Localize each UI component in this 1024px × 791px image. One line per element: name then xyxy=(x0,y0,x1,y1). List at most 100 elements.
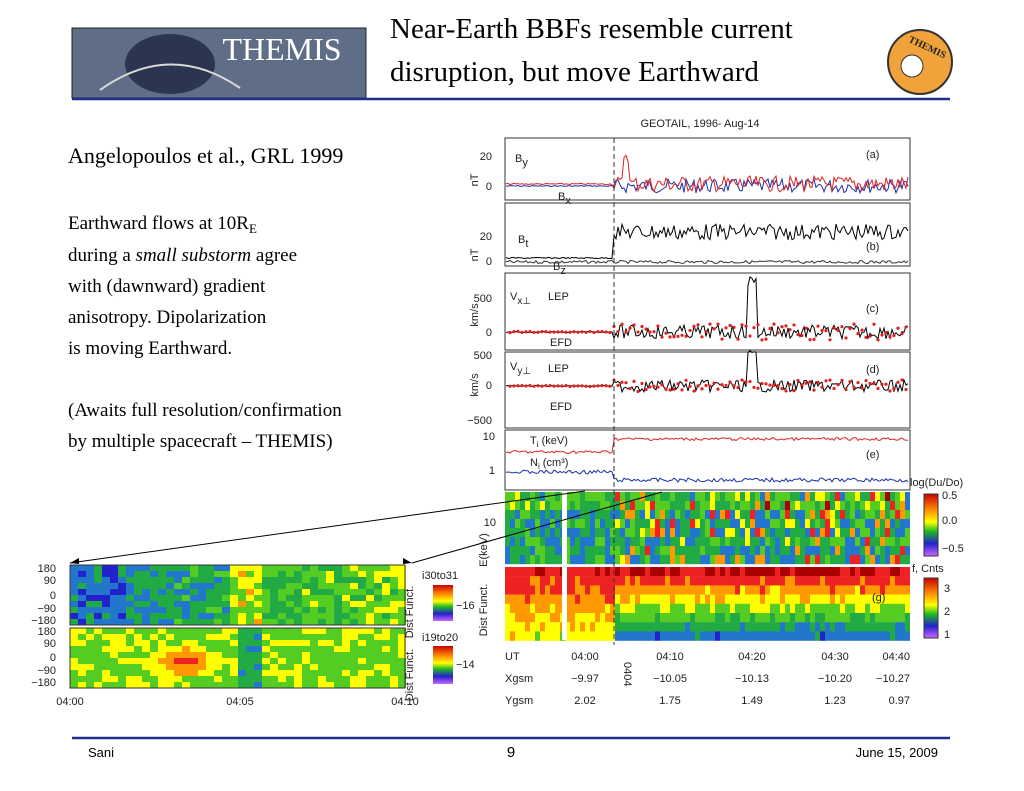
cell xyxy=(350,628,358,634)
cell xyxy=(730,519,735,529)
cell xyxy=(398,613,406,619)
cell xyxy=(535,555,540,565)
cell xyxy=(580,631,585,641)
dot xyxy=(676,382,680,386)
cell xyxy=(222,607,230,613)
cell xyxy=(555,594,560,604)
cell xyxy=(70,583,78,589)
cell xyxy=(625,555,630,565)
cell xyxy=(720,492,725,502)
cell xyxy=(570,576,575,586)
cell xyxy=(800,510,805,520)
cell xyxy=(830,594,835,604)
cell xyxy=(366,628,374,634)
cell xyxy=(294,634,302,640)
cell xyxy=(575,567,580,577)
cell xyxy=(366,682,374,688)
curves xyxy=(505,154,909,483)
cell xyxy=(246,607,254,613)
tick-label: 20 xyxy=(480,151,492,163)
row-value: 04:00 xyxy=(571,651,599,663)
cell xyxy=(675,603,680,614)
cell xyxy=(885,537,890,547)
cell xyxy=(810,603,815,614)
cell xyxy=(755,510,760,520)
cell xyxy=(680,622,685,632)
dot xyxy=(724,326,728,330)
label: EFD xyxy=(550,401,572,413)
cell xyxy=(94,652,102,658)
cell xyxy=(166,577,174,583)
cell xyxy=(710,603,715,614)
cell xyxy=(302,607,310,613)
cell xyxy=(134,670,142,676)
colorbar-tick: 2 xyxy=(944,606,950,618)
cell xyxy=(382,664,390,670)
cell xyxy=(78,619,86,625)
cell xyxy=(705,555,710,565)
cell xyxy=(510,613,515,623)
cell xyxy=(680,594,685,604)
cell xyxy=(214,658,222,664)
cell xyxy=(575,519,580,529)
cell xyxy=(820,603,825,614)
cell xyxy=(785,546,790,556)
cell xyxy=(695,555,700,565)
cell xyxy=(142,565,150,571)
cell xyxy=(302,595,310,601)
cell xyxy=(540,546,545,556)
cell xyxy=(685,567,690,577)
cell xyxy=(505,631,510,641)
cell xyxy=(334,664,342,670)
cell xyxy=(610,492,615,502)
cell xyxy=(650,631,655,641)
cell xyxy=(78,676,86,682)
cell xyxy=(326,577,334,583)
cell xyxy=(610,603,615,614)
cell xyxy=(310,640,318,646)
cell xyxy=(270,607,278,613)
cell xyxy=(710,613,715,623)
cell xyxy=(270,565,278,571)
dot xyxy=(896,326,900,330)
dot xyxy=(556,330,560,334)
cell xyxy=(675,492,680,502)
label: Ti (keV) xyxy=(530,435,568,449)
cell xyxy=(585,603,590,614)
cell xyxy=(310,682,318,688)
cell xyxy=(102,664,110,670)
cell xyxy=(745,576,750,586)
cell xyxy=(358,682,366,688)
subscript: y xyxy=(522,157,528,169)
cell xyxy=(865,537,870,547)
subscript: i xyxy=(538,462,540,471)
cell xyxy=(246,589,254,595)
cell xyxy=(166,619,174,625)
cell xyxy=(600,585,605,595)
cell xyxy=(855,546,860,556)
cell xyxy=(94,640,102,646)
cell xyxy=(545,576,550,586)
cell xyxy=(134,682,142,688)
cell xyxy=(198,607,206,613)
cell xyxy=(755,492,760,502)
cell xyxy=(605,613,610,623)
subscript: i xyxy=(537,440,539,449)
cell xyxy=(855,492,860,502)
cell xyxy=(302,646,310,652)
dot xyxy=(844,387,848,392)
cell xyxy=(286,583,294,589)
cell xyxy=(102,607,110,613)
cell xyxy=(765,613,770,623)
dot xyxy=(808,338,812,342)
cell xyxy=(94,664,102,670)
cell xyxy=(70,607,78,613)
cell xyxy=(318,634,326,640)
cell xyxy=(800,603,805,614)
tick-label: 90 xyxy=(44,638,56,650)
cell xyxy=(158,664,166,670)
dot xyxy=(508,330,512,335)
cell xyxy=(198,640,206,646)
cell xyxy=(350,577,358,583)
cell xyxy=(895,585,900,595)
